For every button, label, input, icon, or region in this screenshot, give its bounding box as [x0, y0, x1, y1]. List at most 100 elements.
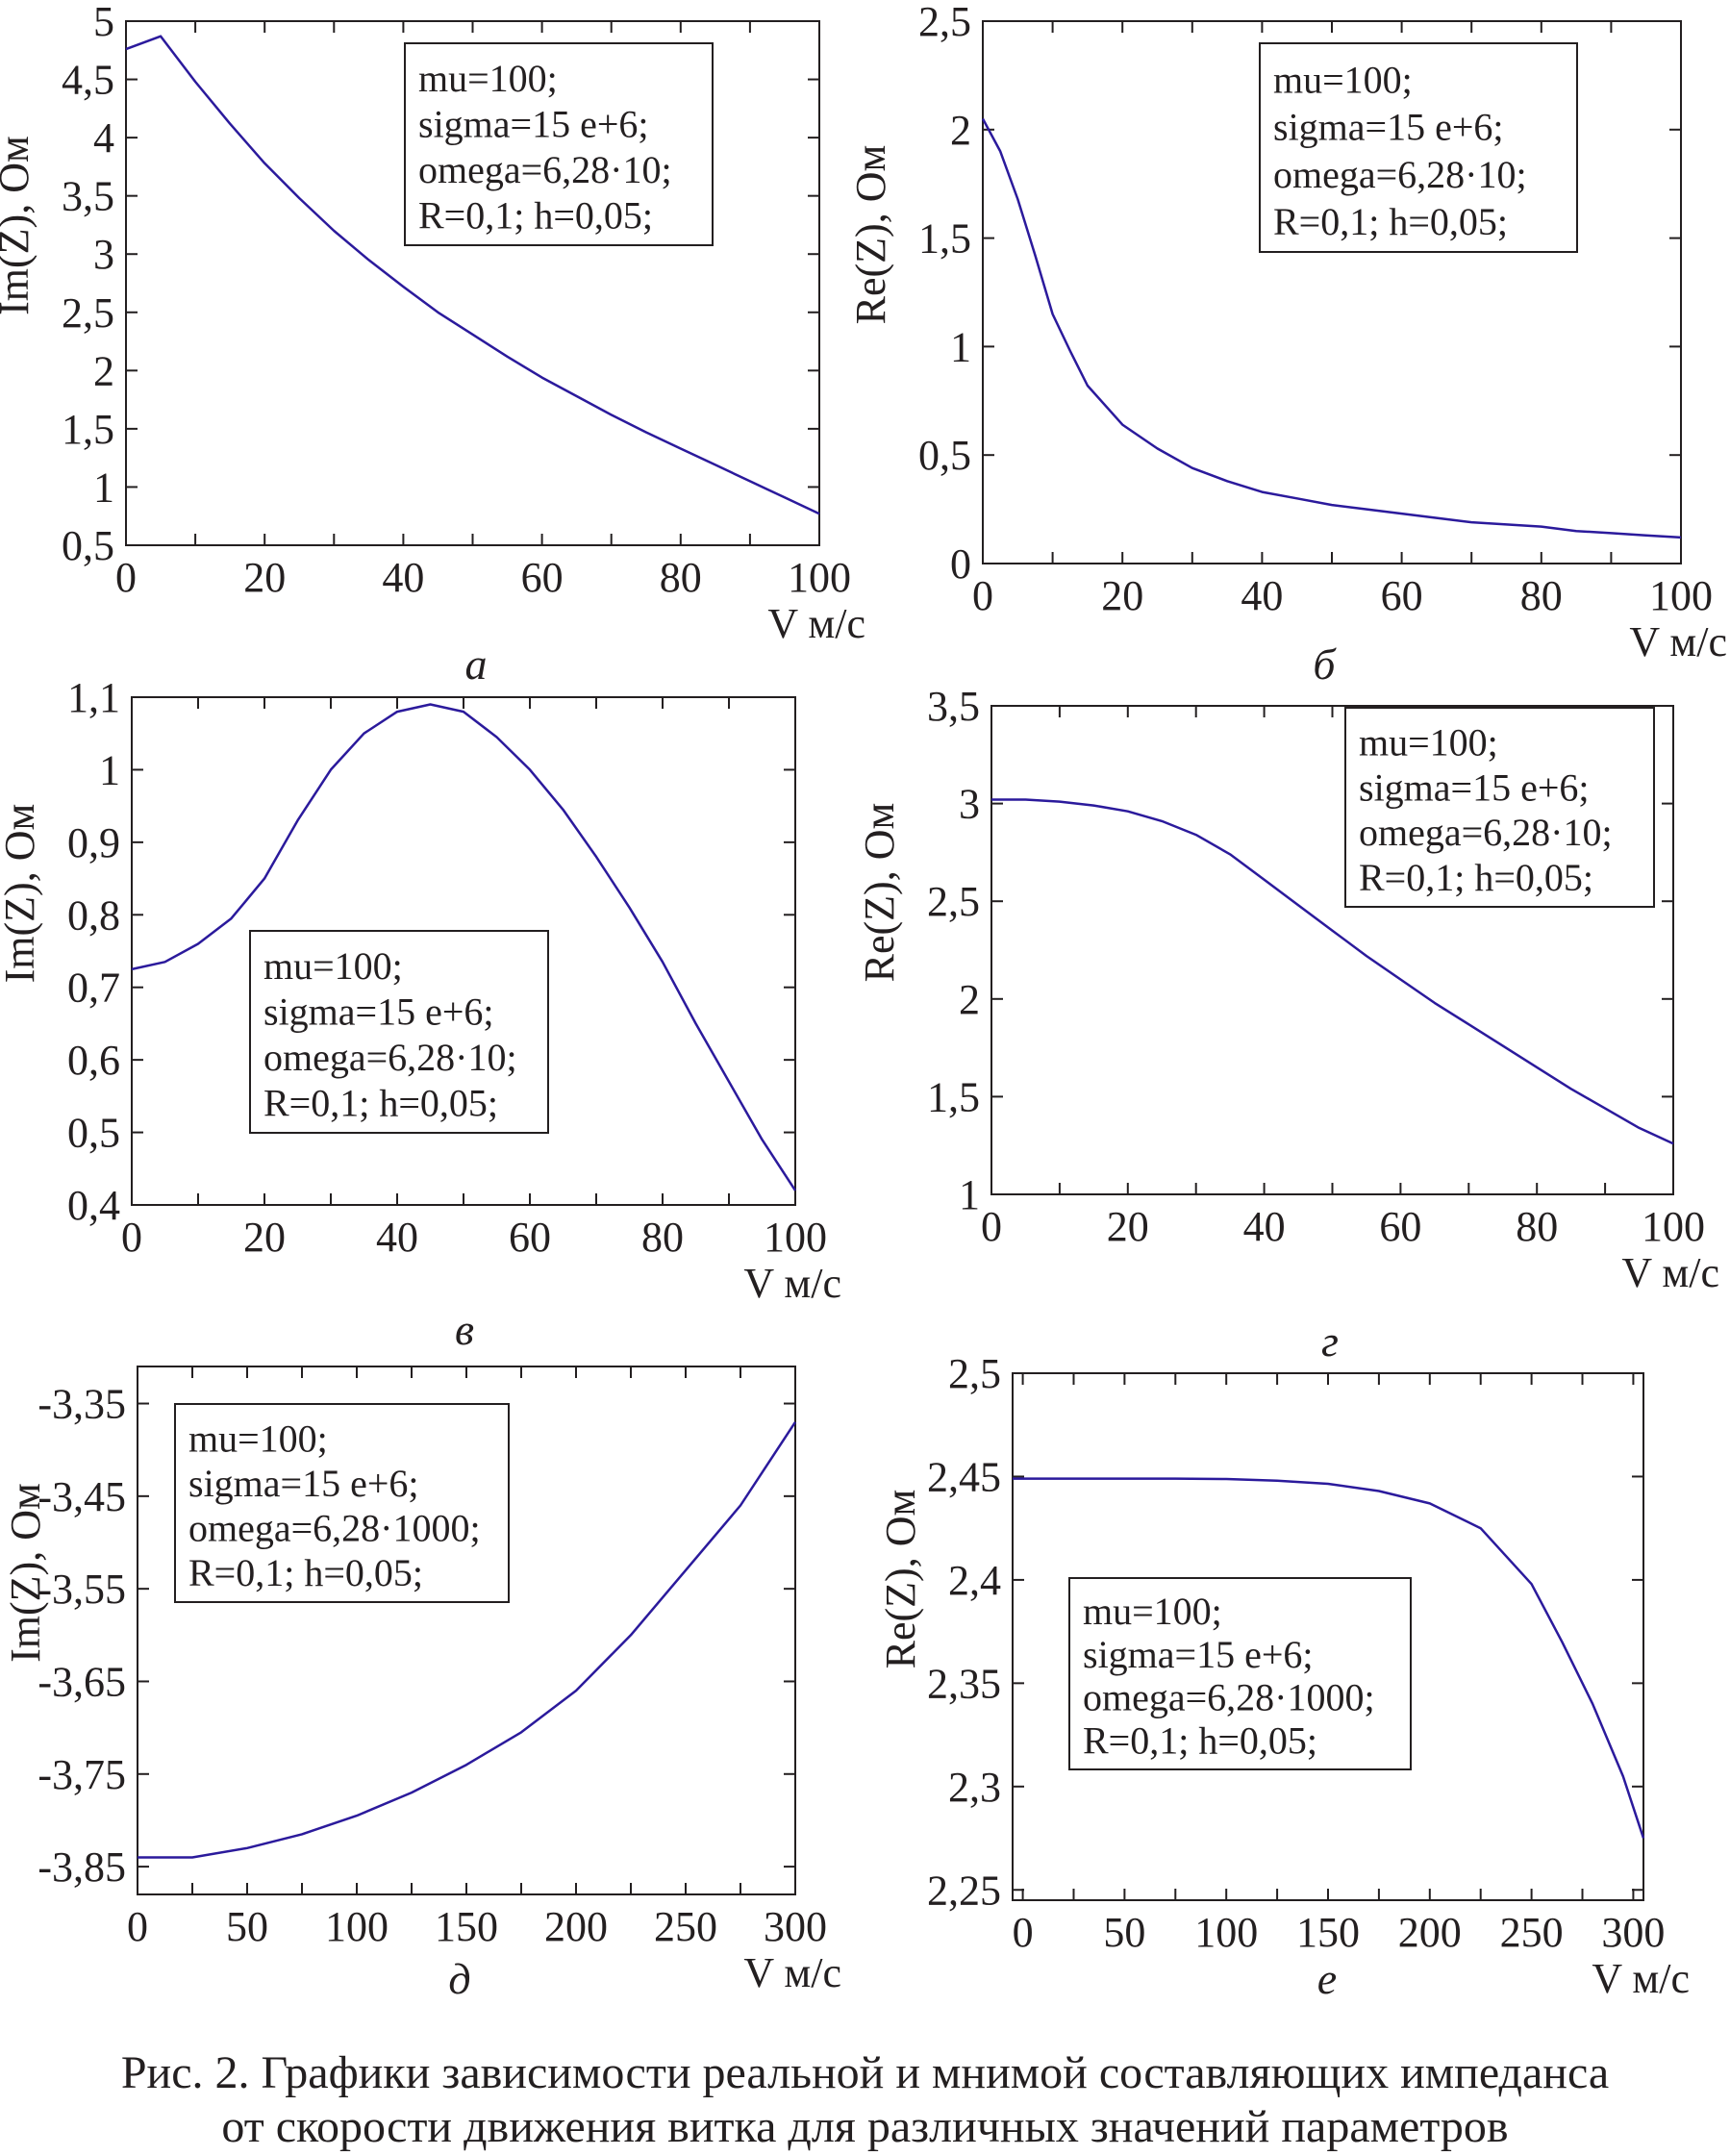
panel-label: е: [1317, 1954, 1337, 2003]
x-tick-label: 0: [121, 1214, 142, 1261]
chart-panel-b: 0 20 40 60 80 100 0 0,5 1 1,5 2 2,5 Re(Z), Ом V м/с mu…: [847, 0, 1727, 689]
x-tick-label: 100: [1194, 1909, 1258, 1956]
x-tick-label: 100: [1649, 572, 1713, 619]
x-tick-label: 80: [641, 1214, 684, 1261]
y-tick-label: 1,5: [62, 406, 114, 453]
y-tick-label: 1: [99, 746, 120, 793]
series-line: [138, 1421, 797, 1859]
y-tick-label: 0,4: [67, 1182, 120, 1229]
y-tick-label: 5: [93, 0, 114, 45]
parameter-line: mu=100;: [418, 57, 558, 100]
y-tick-label: 0,5: [67, 1110, 120, 1157]
y-tick-label: -3,75: [38, 1751, 126, 1798]
y-axis-label: Im(Z), Ом: [0, 804, 43, 984]
y-tick-label: 4: [93, 114, 114, 162]
x-tick-label: 200: [544, 1903, 608, 1950]
parameter-box: [249, 930, 549, 1134]
parameter-line: R=0,1; h=0,05;: [1359, 856, 1593, 899]
y-tick-label: 1: [959, 1171, 980, 1218]
y-axis-label: Im(Z), Ом: [0, 136, 38, 315]
x-tick-label: 150: [435, 1903, 498, 1950]
panel-label: а: [465, 639, 488, 689]
y-axis-label: Re(Z), Ом: [877, 1490, 924, 1669]
chart-panel-a: 0 20 40 60 80 100 0,5 1 1,5 2 2,5 3 3,5 4 4,5 5 Im(Z), О…: [0, 0, 865, 689]
x-tick-label: 150: [1296, 1909, 1360, 1956]
parameter-line: mu=100;: [1273, 58, 1413, 101]
x-tick-label: 60: [521, 554, 564, 601]
y-tick-label: 1,1: [67, 674, 120, 721]
x-tick-label: 200: [1398, 1909, 1462, 1956]
parameter-line: R=0,1; h=0,05;: [418, 194, 653, 238]
parameter-line: sigma=15 e+6;: [263, 990, 494, 1034]
x-tick-label: 100: [1642, 1203, 1705, 1250]
panel-label: д: [448, 1954, 470, 2003]
parameter-line: sigma=15 e+6;: [1273, 106, 1504, 149]
y-tick-label: 2: [93, 347, 114, 394]
parameter-line: mu=100;: [1083, 1590, 1222, 1633]
x-tick-label: 60: [509, 1214, 551, 1261]
y-tick-label: -3,45: [38, 1473, 126, 1520]
y-tick-label: 1: [950, 323, 971, 370]
parameter-line: sigma=15 e+6;: [418, 103, 649, 146]
parameter-line: mu=100;: [263, 944, 403, 988]
y-tick-label: 0,7: [67, 965, 120, 1012]
y-tick-label: 0,5: [62, 522, 114, 569]
x-tick-label: 40: [1243, 1203, 1286, 1250]
x-tick-label: 0: [981, 1203, 1002, 1250]
x-tick-label: 100: [764, 1214, 827, 1261]
chart-panel-g: 0 20 40 60 80 100 1 1,5 2 2,5 3 3,5 Re(Z), Ом V м/с mu…: [856, 683, 1719, 1366]
chart-panel-e: 0 50 100 150 200 250 300 2,25 2,3 2,35 2,4 2,45 2,5 R…: [877, 1350, 1690, 2003]
series-line: [1013, 1477, 1645, 1839]
y-axis-label: Re(Z), Ом: [847, 145, 894, 325]
y-tick-label: 0: [950, 540, 971, 588]
figure-caption-line-2: от скорости движения витка для различных…: [221, 2101, 1509, 2152]
panel-label: б: [1313, 639, 1337, 689]
y-axis-label: Im(Z), Ом: [2, 1483, 49, 1663]
figure-caption-line-1: Рис. 2. Графики зависимости реальной и м…: [120, 2047, 1610, 2098]
parameter-line: sigma=15 e+6;: [1359, 765, 1590, 809]
x-tick-label: 80: [1516, 1203, 1558, 1250]
x-tick-label: 0: [972, 572, 993, 619]
y-tick-label: 4,5: [62, 57, 114, 104]
x-tick-label: 50: [1103, 1909, 1145, 1956]
x-tick-label: 20: [243, 554, 286, 601]
y-tick-label: 2: [959, 976, 980, 1023]
x-axis-label: V м/с: [743, 1260, 841, 1307]
y-tick-label: 3,5: [927, 683, 980, 730]
y-tick-label: 2,25: [927, 1867, 1001, 1914]
y-tick-label: -3,35: [38, 1381, 126, 1428]
x-tick-label: 0: [1013, 1909, 1034, 1956]
y-tick-label: -3,55: [38, 1566, 126, 1613]
x-tick-label: 20: [1101, 572, 1143, 619]
parameter-line: mu=100;: [188, 1416, 328, 1460]
x-tick-label: 300: [1601, 1909, 1665, 1956]
parameter-line: R=0,1; h=0,05;: [1273, 200, 1508, 243]
y-tick-label: 2,5: [918, 0, 971, 45]
y-tick-label: 1,5: [927, 1073, 980, 1120]
parameter-line: sigma=15 e+6;: [1083, 1633, 1314, 1676]
x-tick-label: 80: [660, 554, 702, 601]
series-line: [131, 703, 797, 1191]
x-tick-label: 0: [115, 554, 137, 601]
parameter-line: sigma=15 e+6;: [188, 1462, 419, 1505]
x-tick-label: 60: [1381, 572, 1423, 619]
y-tick-label: 0,6: [67, 1037, 120, 1084]
y-tick-label: -3,85: [38, 1843, 126, 1891]
y-tick-label: 2,35: [927, 1660, 1001, 1707]
parameter-box: [1068, 1577, 1412, 1770]
x-tick-label: 40: [1241, 572, 1283, 619]
parameter-line: R=0,1; h=0,05;: [1083, 1718, 1317, 1762]
x-tick-label: 250: [1500, 1909, 1564, 1956]
x-tick-label: 300: [764, 1903, 827, 1950]
y-tick-label: 2,5: [927, 878, 980, 925]
y-tick-label: -3,65: [38, 1658, 126, 1705]
y-tick-label: 3: [959, 781, 980, 828]
x-tick-label: 40: [382, 554, 424, 601]
parameter-box: [1344, 707, 1655, 908]
x-axis-label: V м/с: [1621, 1249, 1719, 1296]
x-tick-label: 20: [243, 1214, 286, 1261]
parameter-box: [404, 42, 714, 246]
y-tick-label: 2,4: [948, 1557, 1001, 1604]
panel-label: в: [455, 1305, 474, 1354]
